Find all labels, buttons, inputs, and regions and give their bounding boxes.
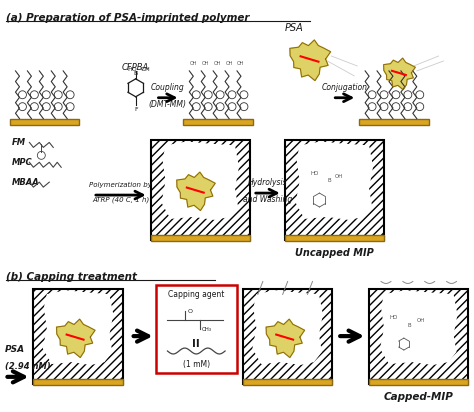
Polygon shape <box>252 290 323 365</box>
Polygon shape <box>296 141 373 220</box>
Text: OH: OH <box>225 61 233 66</box>
Polygon shape <box>43 290 113 365</box>
Bar <box>243 290 332 384</box>
Text: (b) Capping treatment: (b) Capping treatment <box>6 272 137 281</box>
Bar <box>155 286 237 373</box>
Bar <box>9 119 79 124</box>
Text: OH: OH <box>417 318 425 323</box>
Bar <box>369 290 468 384</box>
Text: (1 mM): (1 mM) <box>182 360 210 369</box>
Text: CFPBA: CFPBA <box>122 63 149 72</box>
Text: Conjugation: Conjugation <box>321 83 367 92</box>
Text: HO: HO <box>128 67 137 72</box>
Bar <box>243 379 332 385</box>
Polygon shape <box>383 58 415 90</box>
Polygon shape <box>266 319 305 358</box>
Text: Polymerization by: Polymerization by <box>90 182 152 188</box>
Bar <box>369 379 468 385</box>
Bar <box>285 140 384 240</box>
Bar <box>151 140 250 240</box>
Text: F: F <box>134 107 137 112</box>
Text: Capping agent: Capping agent <box>168 290 225 300</box>
Text: OH: OH <box>213 61 221 66</box>
Text: OH: OH <box>141 67 150 72</box>
Polygon shape <box>162 141 239 220</box>
Text: (a) Preparation of PSA-imprinted polymer: (a) Preparation of PSA-imprinted polymer <box>6 13 249 23</box>
Bar <box>183 119 253 124</box>
Text: B: B <box>328 178 331 183</box>
Text: Capped-MIP: Capped-MIP <box>384 392 454 402</box>
Text: Uncapped MIP: Uncapped MIP <box>295 248 374 258</box>
Text: MPC: MPC <box>11 158 32 167</box>
Text: OH: OH <box>201 61 209 66</box>
Text: and Washing: and Washing <box>243 195 292 204</box>
Text: (2.94 nM): (2.94 nM) <box>5 362 50 371</box>
Text: PSA: PSA <box>5 345 25 354</box>
Bar <box>33 290 123 384</box>
Text: Coupling: Coupling <box>151 83 184 92</box>
Polygon shape <box>380 290 457 365</box>
Text: OH: OH <box>237 61 245 66</box>
Text: O: O <box>187 309 192 314</box>
Bar <box>33 379 123 385</box>
Text: MBAA: MBAA <box>11 178 39 187</box>
Text: FM: FM <box>11 138 26 147</box>
Text: B: B <box>134 71 138 76</box>
Text: OH: OH <box>190 61 197 66</box>
Text: (DMT-MM): (DMT-MM) <box>148 100 186 109</box>
Text: PSA: PSA <box>285 23 304 33</box>
Bar <box>285 235 384 241</box>
Text: HO: HO <box>310 171 319 176</box>
Bar <box>151 235 250 241</box>
Polygon shape <box>56 319 95 358</box>
Polygon shape <box>290 40 331 81</box>
Polygon shape <box>177 172 215 211</box>
Text: B: B <box>407 323 410 328</box>
Text: Hydrolysis: Hydrolysis <box>248 178 288 187</box>
Text: HO: HO <box>390 315 398 320</box>
Text: OH: OH <box>335 174 344 179</box>
Bar <box>359 119 428 124</box>
Text: CH₃: CH₃ <box>202 327 212 332</box>
Text: II: II <box>192 339 200 349</box>
Text: ATRP (40 C, 1 h): ATRP (40 C, 1 h) <box>92 196 149 203</box>
